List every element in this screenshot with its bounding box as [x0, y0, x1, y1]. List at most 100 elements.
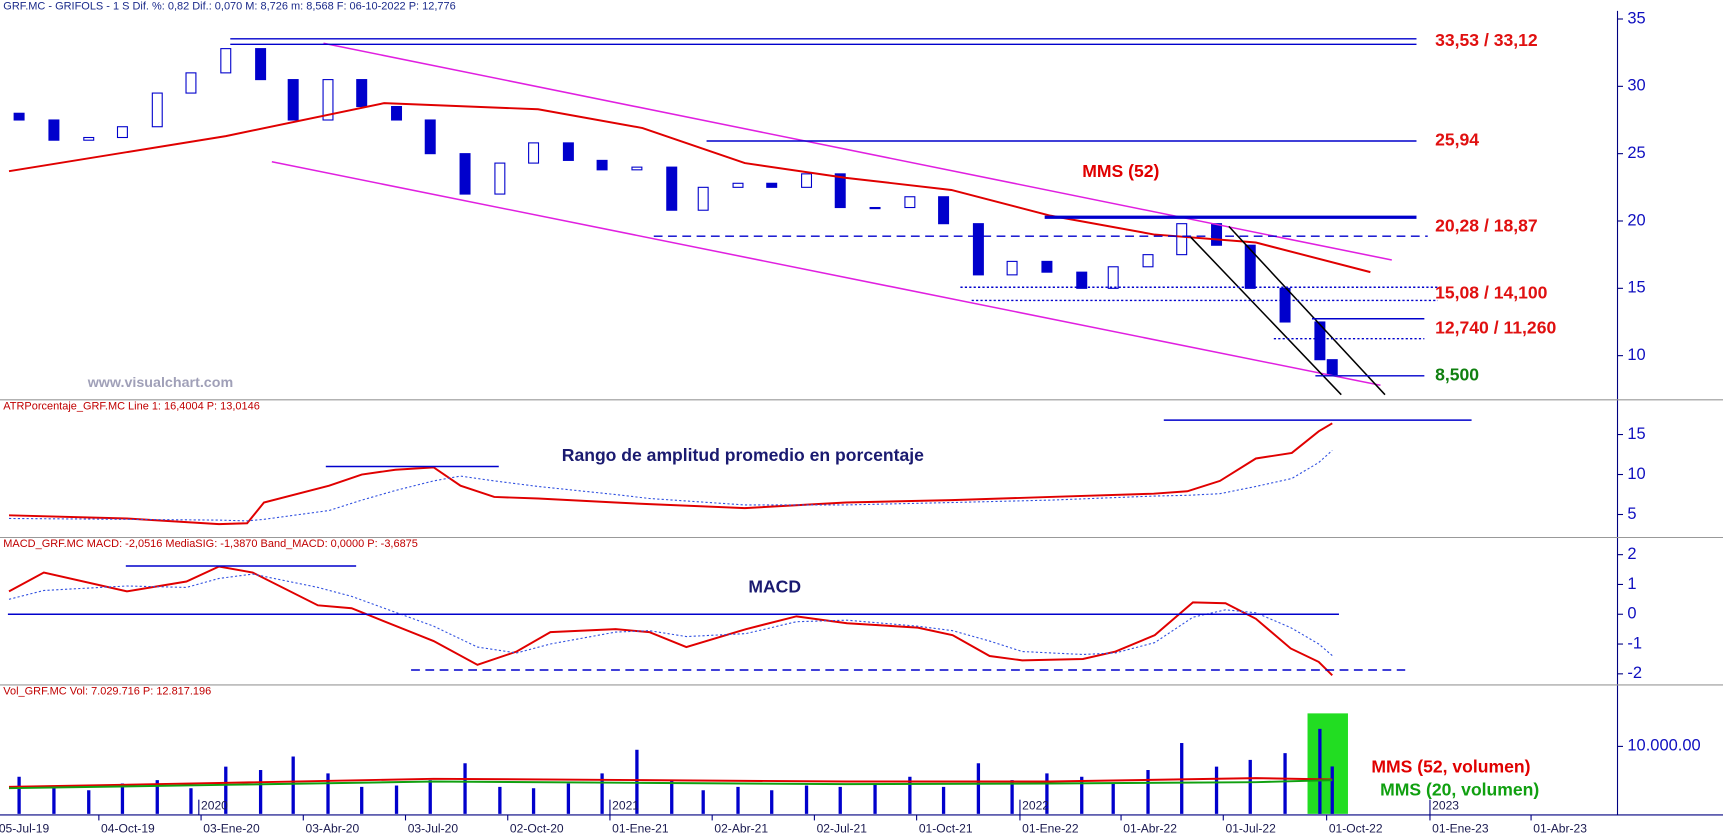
- y-tick-label: 1: [1627, 575, 1636, 593]
- x-tick-label: 01-Abr-23: [1533, 821, 1587, 835]
- volume-bar: [326, 773, 330, 814]
- candle: [972, 223, 984, 276]
- panel-header: ATRPorcentaje_GRF.MC Line 1: 16,4004 P: …: [3, 400, 260, 412]
- candle: [322, 79, 334, 121]
- volume-bar: [224, 766, 228, 814]
- candle: [424, 119, 436, 155]
- annotation: Rango de amplitud promedio en porcentaje: [562, 445, 924, 465]
- candle: [287, 79, 299, 121]
- candle: [631, 166, 643, 171]
- volume-bar: [394, 785, 399, 814]
- volume-bar: [87, 790, 91, 814]
- series-line: [8, 777, 1333, 788]
- volume-bar: [120, 783, 125, 814]
- candle: [697, 186, 709, 211]
- candle: [391, 105, 403, 121]
- series-line: [8, 422, 1333, 526]
- y-tick-label: 30: [1627, 77, 1645, 95]
- volume-bar: [770, 790, 774, 814]
- y-tick-label: -2: [1627, 664, 1642, 682]
- candle: [116, 126, 128, 139]
- candle: [869, 206, 881, 210]
- candle: [185, 72, 197, 94]
- trend-line: [1228, 225, 1386, 396]
- x-tick-label: 01-Oct-21: [919, 821, 973, 835]
- candle: [1279, 287, 1291, 323]
- candle: [1326, 359, 1338, 376]
- volume-bar: [155, 780, 159, 814]
- x-tick-label: 03-Jul-20: [408, 821, 459, 835]
- volume-bar: [908, 776, 912, 814]
- x-tick-label: 01-Jul-22: [1225, 821, 1276, 835]
- candle: [220, 48, 232, 74]
- candle: [1211, 223, 1223, 246]
- annotation: MACD: [748, 576, 801, 596]
- candle: [1314, 321, 1326, 361]
- volume-bar: [1080, 776, 1084, 814]
- volume-bar: [1248, 759, 1252, 814]
- x-tick-label: 04-Oct-19: [101, 821, 155, 835]
- volume-bar: [498, 786, 502, 814]
- x-tick-label: 03-Ene-20: [203, 821, 260, 835]
- volume-bar: [1146, 770, 1150, 814]
- y-tick-label: 10: [1627, 346, 1645, 364]
- level-label: 20,28 / 18,87: [1435, 215, 1538, 235]
- candle: [1107, 266, 1119, 289]
- level-label: 15,08 / 14,100: [1435, 283, 1548, 303]
- volume-bar: [976, 763, 981, 814]
- candle: [151, 92, 163, 128]
- volume-bar: [1330, 766, 1334, 814]
- candle: [766, 182, 778, 188]
- highlight: [1307, 713, 1348, 814]
- candle: [1006, 260, 1018, 276]
- panel-header: GRF.MC - GRIFOLS - 1 S Dif. %: 0,82 Dif.…: [3, 0, 455, 12]
- volume-bar: [635, 749, 639, 814]
- candle: [83, 136, 95, 141]
- year-tick-label: 2022: [1022, 798, 1049, 812]
- y-tick-label: 15: [1627, 279, 1645, 297]
- volume-bar: [736, 786, 740, 814]
- candle: [1244, 244, 1256, 289]
- candle: [1176, 223, 1188, 256]
- watermark: www.visualchart.com: [87, 375, 233, 391]
- candle: [356, 79, 368, 108]
- series-line: [8, 573, 1333, 656]
- level-label: 33,53 / 33,12: [1435, 30, 1538, 50]
- y-tick-label: 15: [1627, 425, 1645, 443]
- y-tick-label: -1: [1627, 634, 1642, 652]
- y-tick-label: 10.000.00: [1627, 737, 1700, 755]
- candle: [904, 196, 916, 209]
- volume-bar: [1010, 780, 1014, 814]
- year-tick-label: 2020: [201, 798, 228, 812]
- series-line: [8, 565, 1333, 677]
- volume-bar: [804, 785, 809, 814]
- volume-bar: [701, 790, 705, 814]
- legend-entry: MMS (52, volumen): [1371, 757, 1530, 777]
- year-tick-label: 2023: [1432, 798, 1459, 812]
- trend-line: [323, 42, 1392, 261]
- year-tick-label: 2021: [612, 798, 639, 812]
- candle: [801, 173, 813, 188]
- volume-bar: [428, 780, 432, 814]
- volume-bar: [670, 780, 674, 814]
- legend-entry: MMS (20, volumen): [1380, 780, 1539, 800]
- x-tick-label: 01-Ene-22: [1022, 821, 1079, 835]
- x-tick-label: 03-Abr-20: [305, 821, 359, 835]
- candle: [834, 173, 846, 209]
- volume-bar: [873, 783, 877, 814]
- series-label: MMS (52): [1082, 161, 1159, 181]
- candle: [596, 159, 608, 171]
- y-tick-label: 20: [1627, 211, 1645, 229]
- trend-line: [271, 161, 1381, 387]
- y-tick-label: 5: [1627, 505, 1636, 523]
- volume-bar: [531, 788, 536, 814]
- candle: [938, 196, 950, 225]
- x-tick-label: 02-Oct-20: [510, 821, 564, 835]
- candle: [732, 182, 744, 188]
- level-label: 25,94: [1435, 130, 1479, 150]
- level-label: 12,740 / 11,260: [1435, 317, 1556, 337]
- volume-bar: [360, 786, 364, 814]
- volume-bar: [1318, 728, 1322, 814]
- y-tick-label: 35: [1627, 9, 1645, 27]
